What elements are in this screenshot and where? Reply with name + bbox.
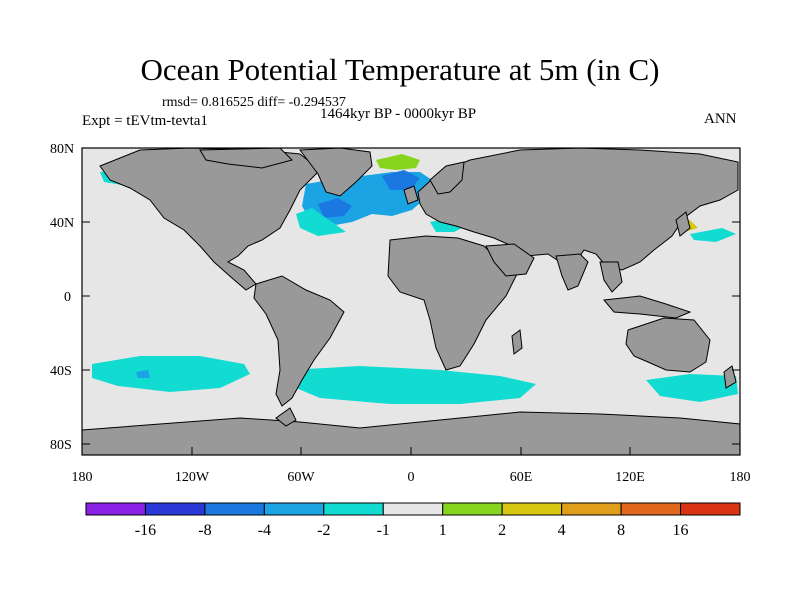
lon-label-60e: 60E xyxy=(510,470,533,485)
greenland-sea-warm-anomaly xyxy=(376,154,420,170)
period-label: 1464kyr BP - 0000kyr BP xyxy=(320,106,477,122)
eurasia xyxy=(417,147,739,271)
colorbar-bin-7 xyxy=(501,502,563,516)
colorbar-label-0: -16 xyxy=(135,522,156,539)
scandinavia xyxy=(429,161,465,195)
north-atlantic-strong-cold-core xyxy=(318,198,352,218)
page-title: Ocean Potential Temperature at 5m (in C) xyxy=(140,52,660,87)
colorbar-label-3: -2 xyxy=(317,522,330,539)
lon-label-120w: 120W xyxy=(175,470,210,485)
lon-ticks xyxy=(81,447,741,455)
south-pacific-cold-anomaly xyxy=(92,356,250,392)
south-pacific-cold-core xyxy=(136,370,150,378)
lat-label-40s: 40S xyxy=(50,364,72,379)
season-label: ANN xyxy=(704,111,737,127)
colorbar-bin-4 xyxy=(323,502,384,516)
colorbar-bin-10 xyxy=(680,502,741,516)
lat-label-80s: 80S xyxy=(50,438,72,453)
madagascar xyxy=(511,329,523,355)
colorbar-label-5: 1 xyxy=(439,522,447,539)
japan xyxy=(675,211,691,237)
north-america xyxy=(99,147,321,291)
south-atlantic-cold-anomaly xyxy=(290,366,536,404)
lat-ticks xyxy=(82,147,740,445)
colorbar-label-6: 2 xyxy=(498,522,506,539)
colorbar-label-8: 8 xyxy=(617,522,625,539)
colorbar-bin-3 xyxy=(263,502,325,516)
nordic-cold-anomaly xyxy=(382,170,420,190)
arabia xyxy=(485,243,535,277)
land-masses xyxy=(81,147,741,456)
australia xyxy=(625,317,711,373)
south-america xyxy=(253,275,345,407)
colorbar-bin-2 xyxy=(204,502,265,516)
colorbar-bin-6 xyxy=(442,502,503,516)
north-atlantic-mild-cold-edge xyxy=(296,208,346,236)
colorbar-bin-1 xyxy=(144,502,206,516)
lon-label-180e: 180 xyxy=(730,470,751,485)
north-pacific-east-cold-anomaly xyxy=(690,228,736,242)
greenland xyxy=(299,147,373,197)
british-isles xyxy=(403,185,419,205)
colorbar-label-9: 16 xyxy=(673,522,689,539)
lon-label-180w: 180 xyxy=(72,470,93,485)
lat-label-0: 0 xyxy=(64,290,71,305)
colorbar: -16 -8 -4 -2 -1 1 2 4 8 16 xyxy=(85,502,741,539)
lat-label-80n: 80N xyxy=(50,142,74,157)
colorbar-bin-8 xyxy=(561,502,622,516)
colorbar-bin-5 xyxy=(382,502,444,516)
southern-indian-cold-anomaly xyxy=(646,374,738,402)
colorbar-label-4: -1 xyxy=(377,522,390,539)
colorbar-label-7: 4 xyxy=(558,522,566,539)
new-zealand xyxy=(723,365,737,389)
colorbar-bin-9 xyxy=(620,502,682,516)
antarctic-peninsula xyxy=(275,407,297,427)
lat-label-40n: 40N xyxy=(50,216,74,231)
stats-line: rmsd= 0.816525 diff= -0.294537 xyxy=(162,95,346,110)
lon-label-60w: 60W xyxy=(287,470,315,485)
indonesia xyxy=(603,295,692,319)
colorbar-label-1: -8 xyxy=(198,522,211,539)
map-panel: 80N 40N 0 40S 80S 180 120W 60W 0 60E 120… xyxy=(50,142,751,485)
experiment-label: Expt = tEVtm-tevta1 xyxy=(82,113,208,129)
southeast-asia xyxy=(599,261,623,293)
india xyxy=(555,253,589,291)
lon-label-0: 0 xyxy=(408,470,415,485)
colorbar-label-2: -4 xyxy=(258,522,271,539)
lon-label-120e: 120E xyxy=(615,470,645,485)
africa xyxy=(387,235,519,371)
colorbar-bin-0 xyxy=(85,502,146,516)
